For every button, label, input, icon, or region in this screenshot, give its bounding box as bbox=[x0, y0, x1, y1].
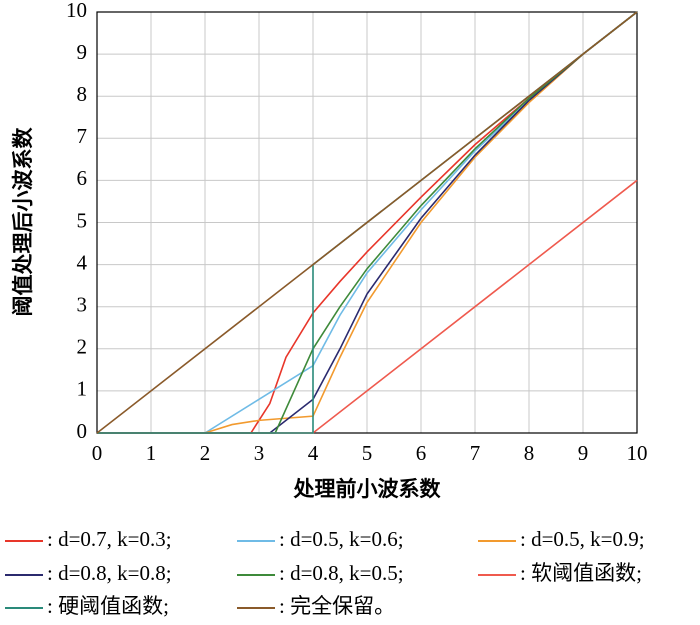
legend-label: : 硬阈值函数; bbox=[47, 594, 169, 618]
y-tick-label: 1 bbox=[77, 377, 88, 401]
legend-label: : d=0.8, k=0.5; bbox=[279, 561, 404, 585]
y-tick-label: 9 bbox=[77, 40, 88, 64]
legend-label: : d=0.8, k=0.8; bbox=[47, 561, 172, 585]
legend-label: : d=0.5, k=0.6; bbox=[279, 527, 404, 551]
x-tick-label: 8 bbox=[524, 441, 535, 465]
x-tick-label: 9 bbox=[578, 441, 589, 465]
series-line bbox=[97, 11, 638, 434]
y-tick-label: 6 bbox=[77, 166, 88, 190]
x-tick-label: 4 bbox=[308, 441, 319, 465]
x-axis-label: 处理前小波系数 bbox=[293, 477, 442, 501]
y-tick-label: 10 bbox=[66, 0, 87, 22]
y-axis-label: 阈值处理后小波系数 bbox=[11, 127, 35, 317]
legend-label: : 软阈值函数; bbox=[520, 561, 642, 585]
x-tick-label: 0 bbox=[92, 441, 103, 465]
x-tick-label: 2 bbox=[200, 441, 211, 465]
x-tick-label: 5 bbox=[362, 441, 373, 465]
y-tick-label: 2 bbox=[77, 335, 88, 359]
legend-label: : d=0.5, k=0.9; bbox=[520, 527, 645, 551]
legend-label: : 完全保留。 bbox=[279, 594, 395, 618]
series-line bbox=[96, 11, 638, 434]
series-line bbox=[97, 11, 638, 434]
x-tick-label: 6 bbox=[416, 441, 427, 465]
x-tick-label: 10 bbox=[627, 441, 648, 465]
series-line bbox=[97, 11, 638, 434]
legend-label: : d=0.7, k=0.3; bbox=[47, 527, 172, 551]
plot-frame bbox=[96, 11, 638, 434]
y-tick-label: 7 bbox=[77, 124, 88, 148]
y-tick-label: 4 bbox=[77, 250, 88, 274]
x-tick-label: 1 bbox=[146, 441, 157, 465]
y-tick-label: 8 bbox=[77, 82, 88, 106]
y-tick-label: 5 bbox=[77, 208, 88, 232]
y-tick-label: 3 bbox=[77, 293, 88, 317]
x-tick-label: 7 bbox=[470, 441, 481, 465]
x-tick-label: 3 bbox=[254, 441, 265, 465]
y-tick-label: 0 bbox=[77, 419, 88, 443]
